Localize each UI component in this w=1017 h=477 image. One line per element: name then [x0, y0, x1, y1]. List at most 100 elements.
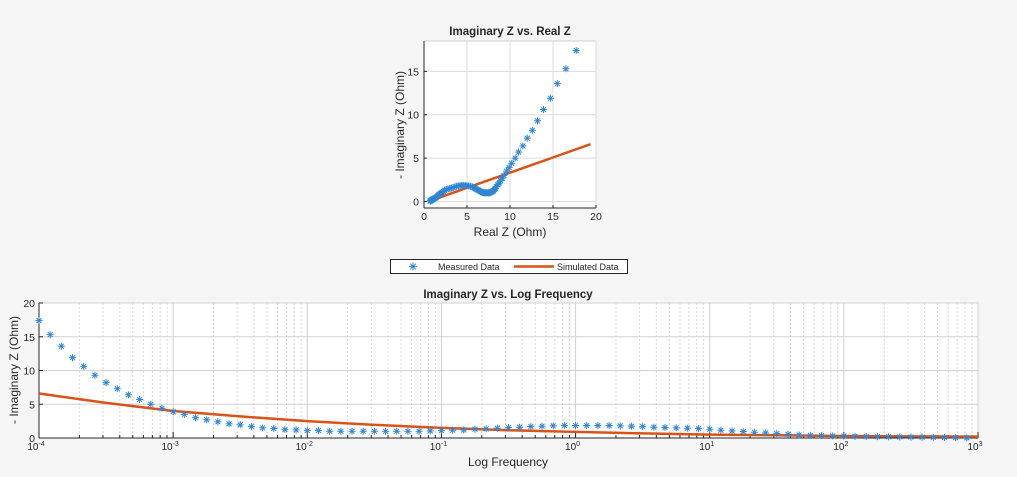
- freq-ylabel: - Imaginary Z (Ohm): [7, 316, 21, 424]
- marker-stroke: [807, 432, 814, 439]
- exponent: -1: [441, 441, 447, 448]
- measured-point: [560, 422, 568, 430]
- measured-point: [236, 421, 244, 429]
- measured-point: [516, 423, 524, 431]
- marker-stroke: [460, 427, 467, 433]
- measured-point: [57, 342, 65, 350]
- marker-stroke: [896, 434, 903, 440]
- marker-stroke: [729, 428, 735, 434]
- exponent: 1: [710, 441, 714, 448]
- marker-stroke: [762, 430, 769, 436]
- nyquist-xlabel: Real Z (Ohm): [474, 225, 547, 239]
- y-tick-label: 15: [407, 66, 419, 78]
- measured-point: [493, 424, 501, 432]
- marker-stroke: [539, 423, 545, 429]
- x-tick-label: 102: [833, 441, 848, 453]
- measured-point: [437, 427, 445, 435]
- measured-point: [873, 433, 881, 441]
- marker-stroke: [662, 424, 668, 431]
- marker-stroke: [215, 418, 221, 425]
- legend-star: [409, 262, 417, 271]
- measured-point: [147, 400, 155, 408]
- x-tick-label: 10: [504, 211, 516, 223]
- measured-point: [784, 430, 792, 438]
- marker-stroke: [508, 160, 515, 167]
- marker-stroke: [930, 434, 937, 441]
- measured-point: [46, 331, 54, 339]
- marker-stroke: [952, 434, 959, 441]
- marker-stroke: [427, 428, 434, 434]
- nyquist-ylabel: - Imaginary Z (Ohm): [393, 71, 407, 179]
- x-tick-label: 5: [464, 211, 470, 223]
- marker-stroke: [427, 198, 433, 205]
- measured-point: [862, 433, 870, 441]
- marker-stroke: [494, 425, 501, 432]
- measured-point: [169, 408, 177, 416]
- marker-stroke: [92, 372, 98, 379]
- measured-point: [259, 424, 267, 432]
- y-tick-label: 10: [407, 110, 419, 122]
- measured-point: [225, 420, 233, 428]
- measured-point: [572, 422, 580, 430]
- measured-point: [382, 427, 390, 435]
- marker-stroke: [80, 363, 87, 370]
- x-tick-label: 10-2: [296, 441, 313, 453]
- measured-point: [739, 428, 747, 436]
- measured-point: [695, 425, 703, 433]
- marker-stroke: [852, 433, 858, 440]
- measured-point: [348, 427, 356, 435]
- measured-point: [818, 432, 825, 440]
- marker-stroke: [393, 428, 400, 435]
- measured-point: [214, 418, 222, 426]
- marker-stroke: [293, 427, 299, 433]
- measured-point: [515, 148, 523, 156]
- marker-stroke: [47, 331, 53, 338]
- measured-point: [460, 426, 468, 434]
- measured-point: [292, 426, 300, 434]
- marker-stroke: [863, 433, 870, 440]
- legend-label-measured: Measured Data: [438, 262, 500, 272]
- measured-point: [851, 432, 859, 440]
- marker-stroke: [259, 425, 266, 431]
- marker-stroke: [718, 427, 724, 434]
- measured-point: [963, 434, 971, 442]
- marker-stroke: [617, 423, 624, 429]
- marker-stroke: [170, 408, 176, 415]
- x-tick-label: 103: [967, 441, 982, 453]
- measured-point: [546, 94, 554, 102]
- marker-stroke: [540, 106, 547, 113]
- marker-stroke: [908, 434, 914, 440]
- measured-point: [158, 404, 166, 412]
- exponent: -3: [173, 441, 179, 448]
- marker-stroke: [561, 422, 568, 429]
- measured-point: [896, 433, 904, 441]
- measured-point: [192, 414, 199, 422]
- x-tick-label: 10-1: [430, 441, 447, 453]
- measured-point: [549, 422, 557, 430]
- measured-point: [180, 410, 188, 418]
- marker-stroke: [405, 428, 411, 435]
- marker-stroke: [248, 423, 255, 430]
- measured-point: [393, 427, 401, 435]
- measured-point: [203, 416, 211, 424]
- measured-point: [605, 422, 613, 430]
- measured-point: [337, 427, 345, 435]
- measured-point: [359, 427, 367, 435]
- legend[interactable]: Measured Data Simulated Data: [390, 259, 628, 274]
- marker-stroke: [449, 427, 456, 434]
- measured-point: [426, 427, 434, 435]
- measured-point: [806, 431, 814, 439]
- measured-point: [326, 427, 334, 435]
- measured-point: [523, 134, 531, 142]
- marker-stroke: [841, 433, 847, 439]
- marker-stroke: [740, 428, 747, 435]
- measured-point: [415, 427, 423, 435]
- marker-stroke: [270, 425, 277, 432]
- marker-stroke: [528, 423, 534, 430]
- measured-point: [907, 433, 915, 441]
- marker-stroke: [36, 317, 42, 324]
- x-tick-label: 101: [699, 441, 714, 453]
- marker-stroke: [673, 425, 679, 431]
- y-tick-label: 0: [29, 433, 35, 445]
